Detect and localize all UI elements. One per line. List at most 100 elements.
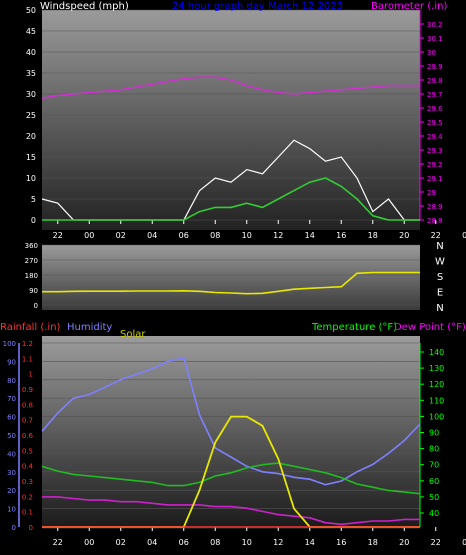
- dewpoint-series-line: [42, 496, 420, 526]
- time-tick-label: 16: [336, 538, 346, 547]
- temperature-y-tick: 50: [429, 493, 439, 502]
- barometer-y-tick: 28.8: [427, 217, 443, 225]
- rainfall-y-tick: 1.2: [22, 340, 33, 348]
- humidity-series-line: [41, 356, 421, 486]
- humidity-legend-label: Humidity: [67, 322, 112, 333]
- barometer-y-tick: 29.1: [427, 175, 443, 183]
- time-tick-label: 06: [179, 231, 189, 240]
- direction-plot-area: [42, 245, 420, 310]
- temperature-y-tick: 70: [429, 461, 439, 470]
- rainfall-y-tick: 0.2: [22, 493, 33, 501]
- time-tick-label: 04: [147, 231, 157, 240]
- compass-label: N: [436, 303, 443, 314]
- wind-y-tick: 5: [31, 195, 36, 204]
- dewpoint-legend-label: Dew Point (°F): [394, 322, 466, 333]
- temperature-series-line: [41, 462, 421, 495]
- barometer-y-tick: 29.5: [427, 119, 443, 127]
- time-tick-label: 12: [273, 538, 283, 547]
- barometer-series-line: [41, 76, 420, 99]
- wind-direction-series-line: [42, 271, 420, 295]
- barometer-y-tick: 29.6: [427, 105, 443, 113]
- wind-y-tick: 25: [26, 111, 36, 120]
- humidity-y-tick: 0: [12, 524, 16, 532]
- compass-label: N: [436, 241, 443, 252]
- chart-title: 24 hour graph day March 12 2023: [172, 1, 343, 12]
- time-tick-label: 18: [368, 231, 378, 240]
- climate-plot-area: [42, 336, 420, 529]
- rainfall-y-tick: 0.9: [22, 386, 33, 394]
- rainfall-y-tick: 0.4: [22, 463, 34, 471]
- time-tick-label: 02: [116, 538, 126, 547]
- temperature-y-tick: 60: [429, 477, 439, 486]
- temperature-y-tick: 80: [429, 445, 439, 454]
- time-tick-label: 22: [53, 538, 63, 547]
- direction-y-tick: 270: [25, 257, 38, 265]
- time-tick-label: 00: [84, 231, 94, 240]
- time-tick-label: 06: [179, 538, 189, 547]
- time-tick-label: 00: [462, 538, 466, 547]
- barometer-axis-label: Barometer (.in): [371, 1, 447, 12]
- barometer-y-tick: 29.8: [427, 77, 443, 85]
- temperature-y-tick: 130: [429, 364, 444, 373]
- humidity-y-tick: 100: [3, 340, 16, 348]
- time-tick-label: 00: [462, 231, 466, 240]
- rainfall-y-tick: 0.1: [22, 509, 33, 517]
- temperature-y-tick: 100: [429, 412, 444, 421]
- solar-legend-label: Solar: [120, 329, 146, 340]
- rainfall-legend-label: Rainfall (.in): [0, 322, 61, 333]
- temperature-y-tick: 120: [429, 380, 444, 389]
- time-tick-label: 16: [336, 231, 346, 240]
- barometer-y-tick: 29.9: [427, 63, 443, 71]
- time-tick-label: 22: [431, 231, 441, 240]
- humidity-y-tick: 30: [7, 469, 16, 477]
- rainfall-y-tick: 0.5: [22, 447, 33, 455]
- wind-y-tick: 0: [31, 216, 36, 225]
- barometer-y-tick: 29.4: [427, 133, 443, 141]
- time-tick-label: 10: [242, 538, 252, 547]
- rainfall-y-tick: 0.6: [22, 432, 34, 440]
- wind-y-tick: 15: [26, 153, 36, 162]
- humidity-y-tick: 20: [7, 487, 16, 495]
- humidity-y-tick: 70: [7, 395, 16, 403]
- barometer-y-tick: 29.3: [427, 147, 443, 155]
- barometer-y-tick: 29: [427, 189, 436, 197]
- wind-y-tick: 10: [26, 174, 36, 183]
- barometer-y-tick: 30.2: [427, 21, 443, 29]
- direction-y-tick: 90: [29, 287, 38, 295]
- wind-y-tick: 20: [26, 132, 36, 141]
- barometer-y-tick: 30: [427, 49, 436, 57]
- rainfall-y-tick: 0.3: [22, 478, 33, 486]
- windspeed-axis-label: Windspeed (mph): [40, 1, 129, 12]
- wind-y-tick: 30: [26, 90, 36, 99]
- temperature-legend-label: Temperature (°F): [311, 322, 397, 333]
- time-tick-label: 18: [368, 538, 378, 547]
- compass-label: W: [435, 257, 445, 268]
- time-tick-label: 08: [210, 231, 220, 240]
- humidity-y-tick: 90: [7, 358, 16, 366]
- time-tick-label: 22: [53, 231, 63, 240]
- time-tick-label: 02: [116, 231, 126, 240]
- temperature-y-tick: 40: [429, 509, 439, 518]
- time-tick-label: 08: [210, 538, 220, 547]
- average-wind-series-line: [42, 177, 420, 221]
- rainfall-y-tick: 0.7: [22, 417, 33, 425]
- temperature-y-tick: 90: [429, 429, 439, 438]
- wind-y-tick: 50: [26, 6, 36, 15]
- humidity-y-tick: 10: [7, 506, 16, 514]
- barometer-y-tick: 29.2: [427, 161, 443, 169]
- rainfall-y-tick: 0: [29, 524, 33, 532]
- compass-label: S: [437, 272, 443, 283]
- direction-y-tick: 360: [25, 242, 38, 250]
- wind-y-tick: 40: [26, 48, 36, 57]
- time-tick-label: 14: [305, 231, 315, 240]
- compass-label: E: [437, 288, 443, 299]
- rainfall-y-tick: 1: [29, 371, 33, 379]
- time-tick-label: 04: [147, 538, 157, 547]
- direction-y-tick: 180: [25, 272, 38, 280]
- barometer-y-tick: 30.1: [427, 35, 443, 43]
- wind-y-tick: 45: [26, 27, 36, 36]
- rainfall-y-tick: 1.1: [22, 355, 33, 363]
- time-tick-label: 00: [84, 538, 94, 547]
- humidity-y-tick: 40: [7, 450, 16, 458]
